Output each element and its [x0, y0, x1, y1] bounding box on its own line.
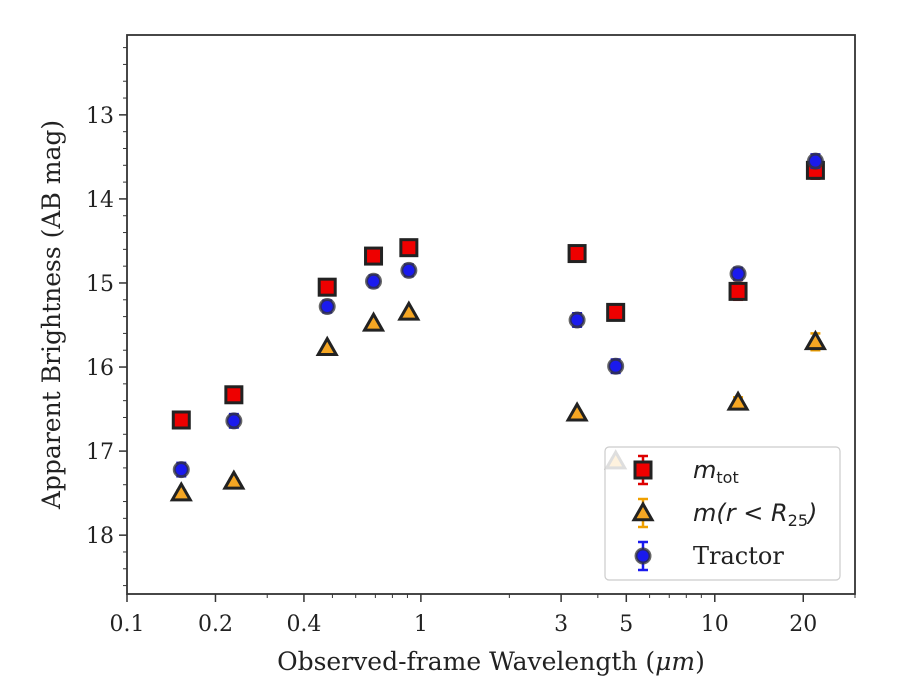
y-tick-label: 13 [86, 104, 114, 129]
legend-label-m_tot: mtot [693, 456, 739, 487]
data-series [169, 152, 827, 502]
x-axis-label-unit: μm [655, 647, 695, 676]
point-tractor [729, 265, 747, 283]
x-tick-label: 0.4 [286, 612, 321, 637]
x-axis: 0.1 0.2 0.4 1 3 5 10 20 [110, 594, 856, 637]
point-m_r25 [565, 401, 589, 422]
legend-marker-m_r25 [631, 500, 655, 522]
x-tick-label: 10 [701, 612, 729, 637]
x-axis-label-end: ) [695, 647, 705, 676]
point-m_r25 [803, 329, 827, 351]
y-tick-label: 17 [86, 440, 114, 465]
legend-entry-m_r25: m(r < R25) [631, 497, 817, 530]
point-m_tot [317, 277, 337, 297]
point-tractor [172, 461, 190, 479]
point-m_tot [224, 385, 244, 405]
x-axis-label-main: Observed-frame Wavelength ( [277, 647, 655, 676]
series-m_tot [171, 160, 825, 430]
x-tick-label: 5 [619, 612, 633, 637]
point-m_tot [364, 246, 384, 266]
legend: mtot m(r < R25) Tractor [604, 446, 841, 581]
point-tractor [806, 152, 824, 170]
legend-box [604, 446, 841, 581]
point-m_tot [728, 281, 748, 301]
y-tick-label: 15 [86, 272, 114, 297]
legend-entry-m_tot: mtot [633, 454, 739, 487]
y-tick-label: 18 [86, 524, 114, 549]
point-m_tot [567, 244, 587, 264]
x-axis-label: Observed-frame Wavelength (μm) [277, 647, 705, 676]
y-tick-label: 14 [86, 188, 114, 213]
legend-entry-tractor: Tractor [634, 540, 784, 572]
point-m_r25 [222, 469, 246, 490]
plot-frame [126, 34, 856, 595]
point-m_r25 [361, 311, 386, 332]
point-m_tot [606, 302, 626, 322]
point-tractor [225, 412, 243, 430]
y-tick-label: 16 [86, 356, 114, 381]
point-tractor [568, 311, 586, 329]
y-axis: 13 14 15 16 17 18 [86, 47, 127, 587]
x-tick-label: 1 [414, 612, 428, 637]
point-m_r25 [315, 335, 339, 356]
x-tick-label: 0.2 [198, 612, 233, 637]
point-tractor [607, 357, 625, 375]
legend-marker-m_tot [633, 460, 653, 480]
point-tractor [318, 298, 336, 316]
point-tractor [400, 261, 418, 279]
legend-label-m_r25: m(r < R25) [693, 499, 817, 530]
point-m_tot [399, 238, 419, 258]
x-tick-label: 0.1 [110, 612, 145, 637]
series-tractor [172, 152, 824, 479]
point-m_r25 [397, 300, 421, 321]
point-m_r25 [726, 390, 750, 411]
x-tick-label: 3 [554, 612, 568, 637]
y-axis-label: Apparent Brightness (AB mag) [37, 120, 66, 510]
legend-label-tractor: Tractor [693, 542, 784, 570]
x-tick-label: 20 [789, 612, 817, 637]
legend-marker-tractor [634, 547, 652, 565]
point-m_tot [171, 410, 191, 430]
point-tractor [365, 272, 383, 290]
point-m_r25 [169, 481, 193, 502]
